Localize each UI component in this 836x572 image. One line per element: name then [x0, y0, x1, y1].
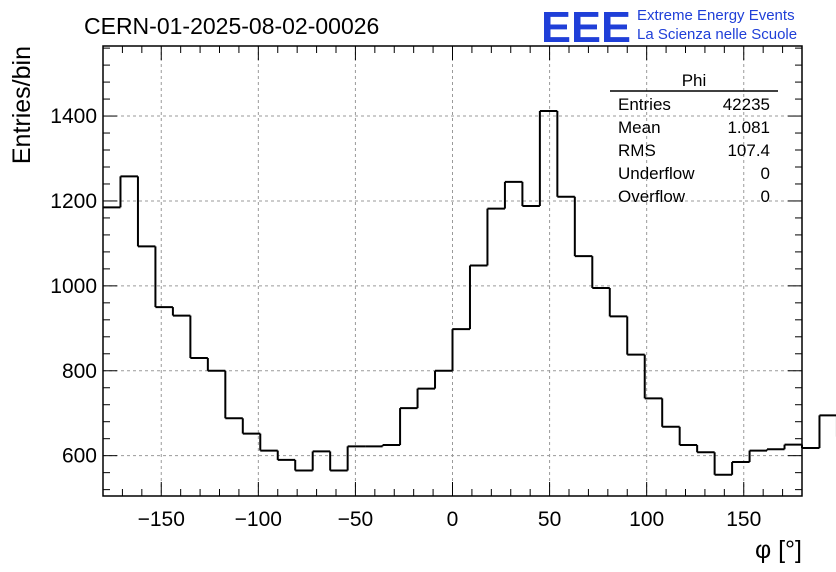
logo-line-1: Extreme Energy Events [637, 7, 795, 24]
y-axis-title: Entries/bin [8, 46, 36, 164]
histogram-bin [556, 110, 575, 198]
logo-line-2: La Scienza nelle Scuole [637, 26, 797, 43]
stats-rows: Entries 42235 Mean 1.081 RMS 107.4 Underflow 0 O… [618, 95, 770, 206]
x-tick-label: −150 [138, 508, 185, 531]
x-axis-title: φ [°] [755, 536, 802, 564]
histogram-bin [311, 450, 331, 471]
y-tick-label: 1000 [50, 275, 97, 298]
stats-label: Mean [618, 118, 661, 137]
grid-lines [103, 46, 802, 496]
stats-value: 42235 [723, 95, 770, 114]
histogram-bin [154, 246, 173, 309]
stats-value: 0 [761, 187, 770, 206]
histogram-bin [626, 316, 645, 356]
eee-logo: EEE Extreme Energy Events La Scienza nel… [541, 3, 797, 52]
histogram-bin [538, 109, 558, 207]
histogram-bin [416, 387, 436, 409]
histogram-bin [818, 414, 836, 449]
histogram-bin [171, 307, 191, 317]
histogram-bin [329, 451, 348, 472]
histogram-bin [468, 264, 488, 330]
histogram-bin [241, 418, 261, 435]
histogram-bin [119, 175, 138, 208]
stats-value: 107.4 [727, 141, 770, 160]
histogram-bin [748, 449, 768, 463]
x-tick-label: 0 [447, 508, 459, 531]
eee-logo-mark: EEE [541, 3, 631, 52]
histogram-bin [643, 354, 663, 400]
stats-label: Overflow [618, 187, 686, 206]
histogram-bin [573, 196, 593, 258]
stats-label: RMS [618, 141, 656, 160]
stats-value: 1.081 [727, 118, 770, 137]
y-tick-label: 1400 [50, 105, 97, 128]
histogram-bin [731, 461, 750, 475]
axes: −150 −100 −50 0 50 100 150 600 800 1000 1200 1400 [50, 45, 803, 531]
histogram-bin [224, 370, 243, 420]
histogram-bin [486, 207, 505, 266]
stats-box: Phi Entries 42235 Mean 1.081 RMS 107.4 Underfl… [610, 71, 778, 206]
histogram-bin [451, 328, 470, 371]
histogram [103, 109, 836, 476]
stats-label: Entries [618, 95, 671, 114]
x-tick-label: 50 [538, 508, 561, 531]
chart-title: CERN-01-2025-08-02-00026 [84, 13, 379, 39]
histogram-bin [399, 407, 418, 446]
stats-value: 0 [761, 164, 770, 183]
histogram-bin [259, 433, 278, 452]
histogram-bin [801, 444, 820, 450]
histogram-bin [381, 444, 401, 447]
histogram-bin [696, 445, 715, 454]
histogram-bin [783, 443, 802, 450]
histogram-bin [713, 452, 733, 476]
y-tick-label: 800 [62, 360, 97, 383]
histogram-bin [189, 315, 208, 360]
histogram-bin [608, 287, 628, 318]
histogram-bin [661, 398, 680, 428]
y-tick-label: 600 [62, 445, 97, 468]
stats-label: Underflow [618, 164, 695, 183]
x-tick-label: 150 [726, 508, 761, 531]
histogram-bin [591, 256, 610, 289]
x-tick-label: −100 [235, 508, 282, 531]
histogram-bin [503, 180, 523, 209]
histogram-bin [294, 459, 313, 472]
histogram-bin [206, 358, 226, 372]
histogram-bin [521, 181, 540, 208]
histogram-bin [276, 450, 296, 461]
histogram-bin [346, 445, 366, 471]
x-tick-label: −50 [338, 508, 374, 531]
histogram-bin [678, 426, 698, 447]
stats-title: Phi [682, 71, 707, 90]
histogram-bin [136, 176, 156, 248]
histogram-bin [434, 369, 453, 389]
x-tick-label: 100 [629, 508, 664, 531]
y-tick-label: 1200 [50, 190, 97, 213]
histogram-bin [766, 448, 785, 451]
